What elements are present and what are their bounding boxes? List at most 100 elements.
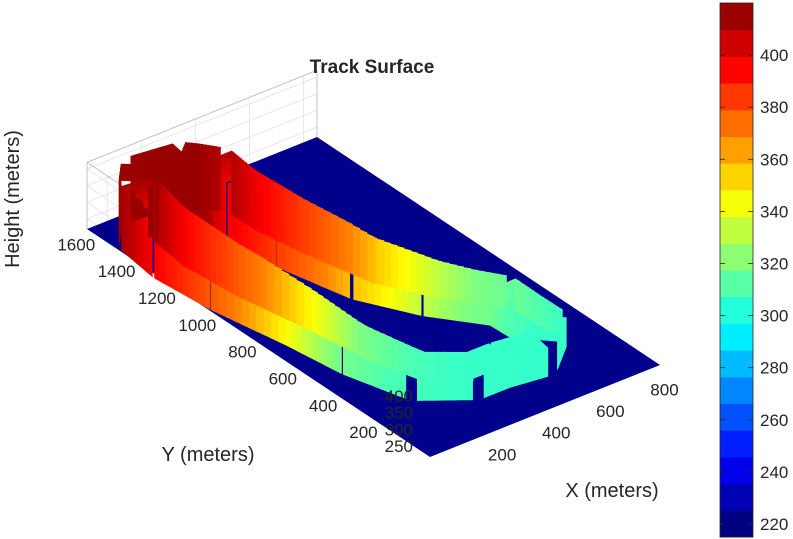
track-top xyxy=(450,351,457,372)
chart-title: Track Surface xyxy=(310,57,435,78)
track-wall xyxy=(352,224,361,278)
colorbar-tick-label: 360 xyxy=(760,150,788,169)
track-wall xyxy=(516,355,521,386)
colorbar-tick-label: 220 xyxy=(760,515,788,534)
track-wall xyxy=(535,349,541,381)
track-wall xyxy=(512,356,517,388)
colorbar-band xyxy=(720,350,753,378)
track-wall xyxy=(281,270,290,321)
track-wall xyxy=(263,175,269,237)
track-wall xyxy=(557,338,559,370)
track-wall xyxy=(483,367,488,399)
track-wall xyxy=(248,164,252,228)
colorbar-tick-label: 300 xyxy=(760,307,788,326)
y-tick-label: 1600 xyxy=(57,235,95,254)
track-wall xyxy=(244,247,253,304)
colorbar-band xyxy=(720,403,753,431)
track-wall xyxy=(202,144,207,210)
track-wall xyxy=(253,168,256,231)
colorbar-band xyxy=(720,296,753,324)
track-top xyxy=(466,351,474,372)
track-wall xyxy=(238,156,242,222)
colorbar-band xyxy=(720,456,753,485)
track-wall xyxy=(171,194,176,260)
colorbar-band xyxy=(720,323,753,351)
track-wall xyxy=(198,217,205,279)
track-wall xyxy=(497,362,501,393)
x-tick-labels: 200 400 600 800 xyxy=(488,380,679,464)
colorbar-band xyxy=(720,3,753,31)
y-tick-label: 1000 xyxy=(178,316,216,335)
track-wall xyxy=(277,183,284,244)
track-wall xyxy=(142,208,147,273)
track-wall xyxy=(502,360,506,391)
track-top xyxy=(118,178,157,182)
track-wall xyxy=(507,357,512,389)
track-wall xyxy=(165,188,170,255)
colorbar-tick-label: 280 xyxy=(760,359,788,378)
track-wall xyxy=(311,289,318,335)
track-wall xyxy=(322,297,330,341)
track-wall xyxy=(317,293,324,338)
track-wall xyxy=(209,145,214,211)
track-wall xyxy=(345,312,352,352)
track-top xyxy=(439,351,446,372)
axes-edge xyxy=(86,69,318,163)
track-wall xyxy=(282,186,289,247)
track-wall xyxy=(505,303,511,338)
track-wall xyxy=(339,308,347,349)
track-wall xyxy=(491,364,496,396)
colorbar-frame xyxy=(719,2,754,538)
track-wall xyxy=(337,216,346,272)
track-wall xyxy=(204,221,211,282)
track-wall xyxy=(315,205,324,263)
track-wall xyxy=(514,278,521,315)
colorbar-tick-label: 320 xyxy=(760,254,788,273)
track-wall xyxy=(121,185,125,254)
track-wall xyxy=(159,181,164,249)
y-tick-label: 800 xyxy=(228,343,256,362)
track-wall xyxy=(489,365,493,397)
track-wall xyxy=(366,233,375,284)
colorbar-band xyxy=(720,83,753,111)
track-wall xyxy=(344,220,353,275)
colorbar-tick-label: 380 xyxy=(760,98,788,117)
track-wall xyxy=(543,297,549,332)
track-wall xyxy=(292,192,298,251)
track-wall xyxy=(519,281,526,317)
z-tick-label: 350 xyxy=(385,404,413,423)
z-axis-label: Height (meters) xyxy=(2,130,24,268)
track-wall xyxy=(215,228,222,288)
colorbar xyxy=(719,2,754,538)
track-wall xyxy=(193,213,200,276)
track-wall xyxy=(221,232,228,291)
track-wall xyxy=(251,251,260,307)
track-wall xyxy=(520,354,525,385)
y-tick-label: 1200 xyxy=(138,289,176,308)
track-wall xyxy=(539,348,545,380)
x-tick-label: 800 xyxy=(650,380,678,399)
track-wall xyxy=(195,143,200,210)
track-surface xyxy=(118,142,567,401)
track-wall xyxy=(206,144,211,211)
y-tick-label: 1400 xyxy=(98,262,136,281)
x-tick-label: 200 xyxy=(488,445,516,464)
track-wall xyxy=(236,154,240,220)
colorbar-band xyxy=(720,483,753,511)
track-wall xyxy=(168,191,173,257)
track-wall xyxy=(509,306,516,341)
track-wall xyxy=(210,224,217,285)
track-wall xyxy=(272,180,279,242)
colorbar-band xyxy=(720,270,753,298)
track-wall xyxy=(245,162,249,226)
track-wall xyxy=(199,143,204,210)
colorbar-band xyxy=(720,243,753,271)
track-wall xyxy=(258,172,264,235)
track-wall xyxy=(499,361,504,392)
track-wall xyxy=(187,209,194,272)
track-wall xyxy=(213,146,218,211)
track-wall xyxy=(524,284,530,320)
colorbar-band xyxy=(720,56,753,84)
track-wall xyxy=(529,287,535,323)
y-tick-label: 200 xyxy=(349,423,377,442)
